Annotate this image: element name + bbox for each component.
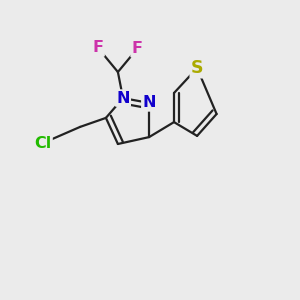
- Text: S: S: [191, 59, 203, 77]
- Text: Cl: Cl: [34, 136, 52, 151]
- Text: N: N: [142, 95, 156, 110]
- Text: N: N: [116, 91, 130, 106]
- Text: F: F: [132, 41, 142, 56]
- Text: F: F: [93, 40, 104, 56]
